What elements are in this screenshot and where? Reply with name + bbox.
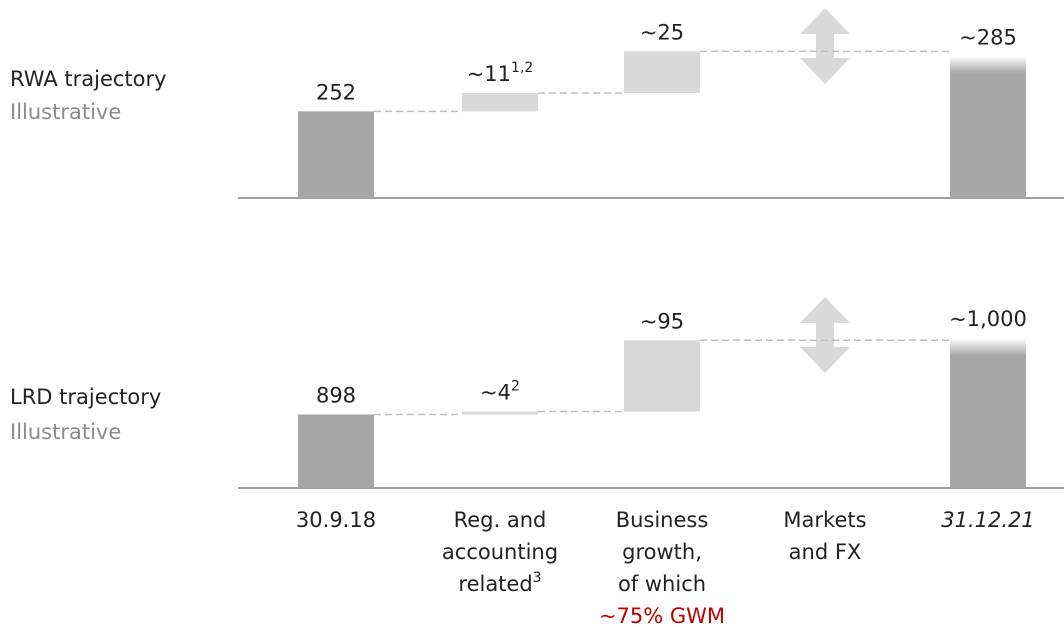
x-tick-label: of which — [618, 572, 706, 596]
value-label: ~25 — [640, 20, 684, 44]
bar — [950, 56, 1026, 199]
x-tick-highlight: ~75% GWM — [599, 604, 725, 627]
x-tick-label-text: Markets — [783, 508, 866, 532]
value-label-text: ~11 — [467, 62, 511, 86]
panel-title: RWA trajectory — [10, 67, 167, 91]
range-arrow — [800, 8, 850, 84]
x-tick-label-text: growth, — [622, 540, 702, 564]
x-tick-label-text: of which — [618, 572, 706, 596]
bar — [950, 338, 1026, 488]
value-label: 898 — [316, 384, 356, 408]
x-tick-label: and FX — [789, 540, 862, 564]
x-tick-label: Reg. and — [454, 508, 547, 532]
value-label-note: 1,2 — [511, 60, 533, 76]
x-tick-label-note: 3 — [533, 570, 542, 586]
bar — [462, 93, 538, 112]
panel-subtitle: Illustrative — [10, 100, 121, 124]
x-tick-label: 31.12.21 — [941, 508, 1035, 532]
bar — [298, 414, 374, 488]
value-label: ~95 — [640, 309, 684, 333]
value-label-text: 252 — [316, 80, 356, 104]
value-label-text: ~4 — [480, 381, 511, 405]
value-label: ~42 — [480, 379, 520, 405]
value-label: 252 — [316, 80, 356, 104]
x-tick-label: 30.9.18 — [296, 508, 376, 532]
value-label-text: ~285 — [959, 25, 1017, 49]
x-tick-label-text: 31.12.21 — [941, 508, 1035, 532]
range-arrow — [800, 297, 850, 373]
value-label: ~111,2 — [467, 60, 534, 86]
value-label: ~285 — [959, 25, 1017, 49]
value-label-text: ~95 — [640, 309, 684, 333]
x-tick-label: Markets — [783, 508, 866, 532]
x-tick-label: related3 — [458, 570, 541, 596]
x-tick-label: Business — [616, 508, 709, 532]
x-tick-label-text: accounting — [442, 540, 558, 564]
panel-subtitle: Illustrative — [10, 420, 121, 444]
bar — [624, 51, 700, 93]
x-tick-label-text: 30.9.18 — [296, 508, 376, 532]
x-tick-label-text: Business — [616, 508, 709, 532]
bar — [462, 411, 538, 415]
value-label-text: ~25 — [640, 20, 684, 44]
x-tick-label-text: related — [458, 572, 532, 596]
x-tick-label-text: and FX — [789, 540, 862, 564]
value-label: ~1,000 — [949, 307, 1027, 331]
value-label-text: 898 — [316, 384, 356, 408]
x-tick-label: accounting — [442, 540, 558, 564]
bar — [624, 340, 700, 412]
x-tick-label-text: Reg. and — [454, 508, 547, 532]
x-tick-label: growth, — [622, 540, 702, 564]
value-label-note: 2 — [511, 379, 520, 395]
value-label-text: ~1,000 — [949, 307, 1027, 331]
panel-title: LRD trajectory — [10, 385, 161, 409]
bar — [298, 111, 374, 198]
